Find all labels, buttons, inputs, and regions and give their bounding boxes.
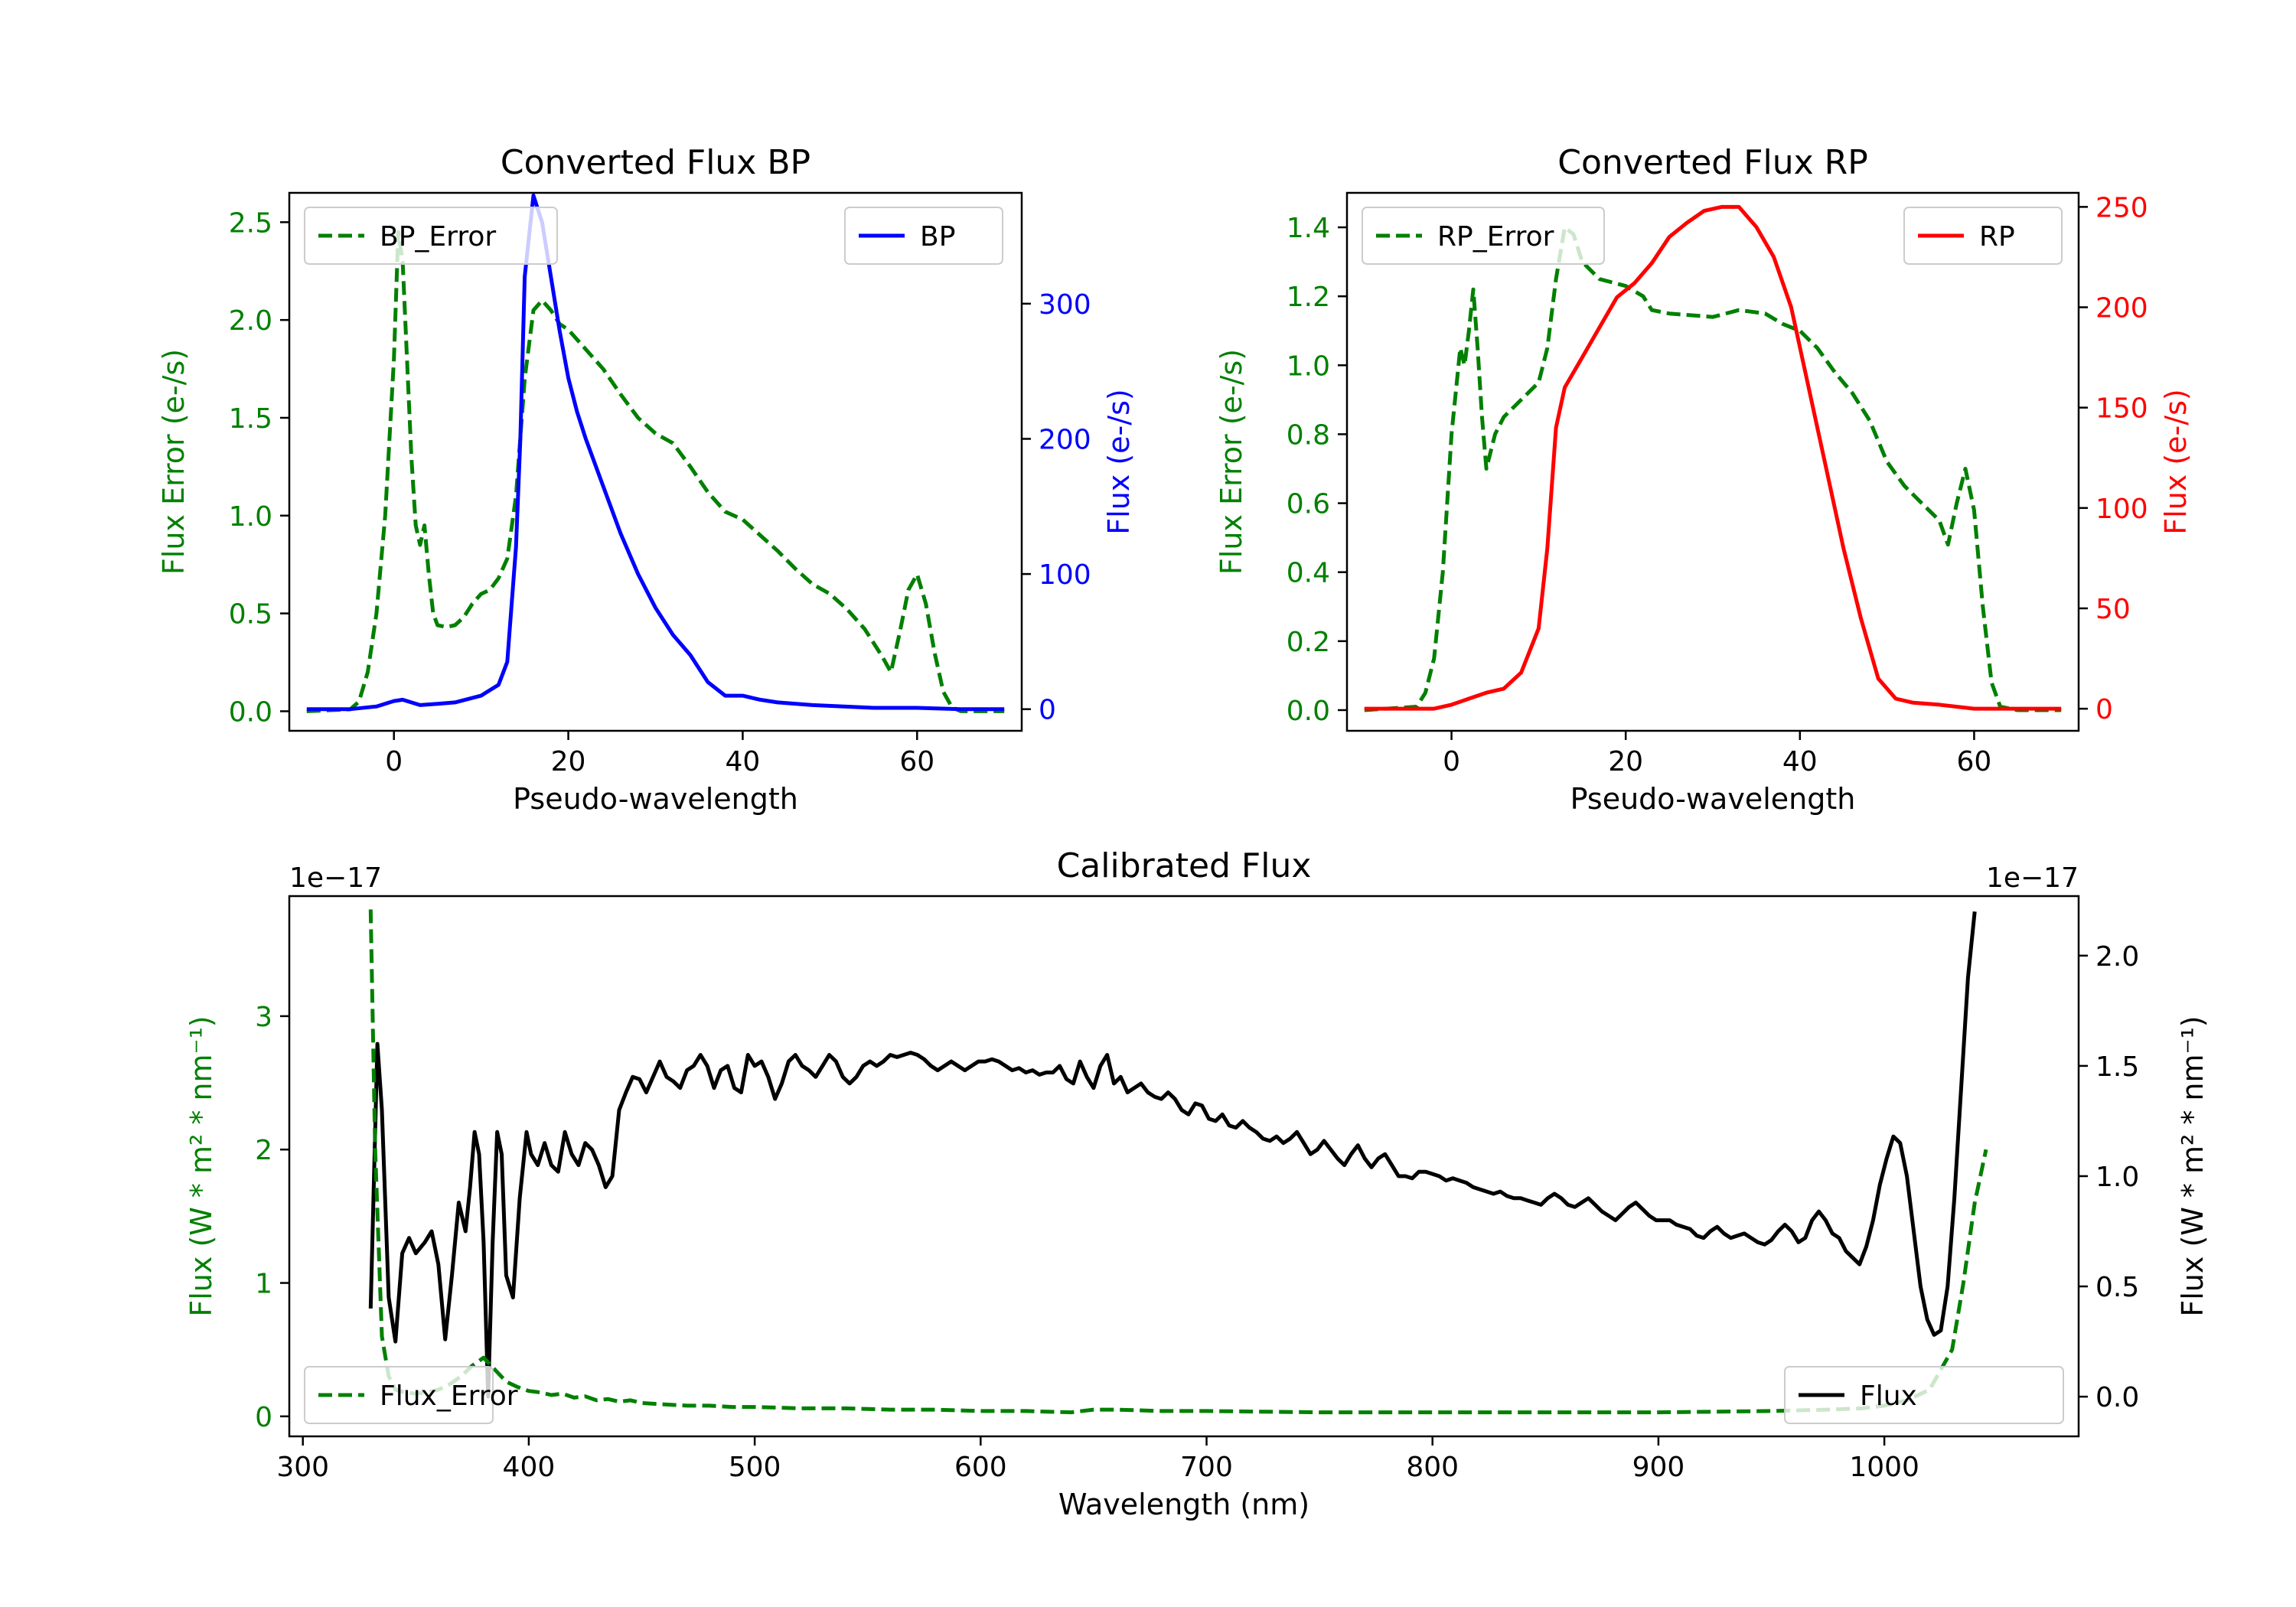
- y-right-axis-label: Flux (e-/s): [2159, 389, 2193, 534]
- y-right-tick-label: 0: [1039, 695, 1056, 726]
- y-right-axis-label: Flux (e-/s): [1102, 389, 1136, 534]
- legend-box: [844, 207, 1003, 265]
- y-right-tick-label: 100: [2095, 494, 2148, 525]
- x-tick-label: 60: [899, 746, 934, 777]
- x-tick-label: 800: [1406, 1452, 1459, 1483]
- y-right-tick-label: 0.5: [2095, 1272, 2139, 1303]
- y-left-tick-label: 0.0: [229, 696, 272, 728]
- x-tick-label: 700: [1180, 1452, 1233, 1483]
- x-tick-label: 400: [503, 1452, 556, 1483]
- y-left-tick-label: 1.4: [1287, 213, 1330, 244]
- legend-label: Flux_Error: [380, 1380, 518, 1412]
- legend-left: BP_Error: [304, 207, 558, 265]
- y-left-tick-label: 0.8: [1287, 419, 1330, 451]
- y-right-axis-label: Flux (W * m² * nm⁻¹): [2176, 1015, 2210, 1316]
- y-right-tick-label: 150: [2095, 393, 2148, 425]
- x-axis-label: Pseudo-wavelength: [513, 782, 798, 816]
- legend-right: Flux: [1784, 1366, 2064, 1424]
- axes-frame: [288, 895, 2080, 1438]
- legend-box: [304, 1366, 494, 1424]
- chart-1: 0 20 40 60 0.0 0.2 0.4 0.6 0.8 1.0 1.2 1.4 0 50 100 150…: [1215, 143, 2193, 816]
- axes-frame: [1345, 191, 2080, 732]
- y-left-axis-label: Flux Error (e-/s): [1215, 349, 1248, 575]
- series-line-rp-error: [1364, 225, 2062, 712]
- x-tick-label: 300: [276, 1452, 329, 1483]
- y-left-tick-label: 1.5: [229, 403, 272, 435]
- plot-area: [306, 194, 1005, 713]
- chart-title: Converted Flux RP: [1557, 143, 1868, 182]
- x-tick-label: 20: [1608, 746, 1643, 777]
- legend-label: BP: [920, 221, 955, 253]
- legend-label: RP: [1979, 221, 2015, 253]
- x-tick-label: 0: [385, 746, 403, 777]
- y-right-tick-label: 1.0: [2095, 1162, 2139, 1193]
- series-line-rp: [1364, 204, 2062, 711]
- y-right-tick-label: 1.5: [2095, 1051, 2139, 1083]
- y-left-tick-label: 0.6: [1287, 489, 1330, 520]
- x-tick-label: 900: [1632, 1452, 1685, 1483]
- legend-box: [1362, 207, 1605, 265]
- x-tick-label: 500: [729, 1452, 781, 1483]
- y-left-tick-label: 1.0: [1287, 350, 1330, 382]
- legend-label: RP_Error: [1437, 221, 1554, 253]
- y-left-offset-text: 1e−17: [289, 862, 382, 894]
- legend-left: Flux_Error: [304, 1366, 518, 1424]
- x-tick-label: 0: [1443, 746, 1460, 777]
- y-left-axis-label: Flux (W * m² * nm⁻¹): [184, 1015, 218, 1316]
- legend-right: RP: [1903, 207, 2063, 265]
- y-left-tick-label: 2: [255, 1135, 272, 1166]
- legend-box: [1784, 1366, 2064, 1424]
- chart-title: Calibrated Flux: [1057, 846, 1312, 885]
- legend-right: BP: [844, 207, 1003, 265]
- legend-label: BP_Error: [380, 221, 496, 253]
- y-right-tick-label: 100: [1039, 559, 1091, 591]
- x-tick-label: 60: [1957, 746, 1992, 777]
- x-axis-label: Pseudo-wavelength: [1570, 782, 1856, 816]
- series-line-bp-error: [306, 230, 1005, 713]
- y-left-tick-label: 2.5: [229, 207, 272, 239]
- y-left-tick-label: 1.2: [1287, 282, 1330, 313]
- x-tick-label: 1000: [1849, 1452, 1919, 1483]
- x-tick-label: 20: [551, 746, 586, 777]
- y-left-tick-label: 0.5: [229, 599, 272, 631]
- legend-left: RP_Error: [1362, 207, 1605, 265]
- y-right-offset-text: 1e−17: [1986, 862, 2079, 894]
- plot-area: [368, 909, 1988, 1415]
- y-left-tick-label: 3: [255, 1002, 272, 1033]
- chart-title: Converted Flux BP: [501, 143, 810, 182]
- x-tick-label: 40: [726, 746, 761, 777]
- x-axis-label: Wavelength (nm): [1058, 1488, 1309, 1521]
- x-tick-label: 600: [954, 1452, 1007, 1483]
- y-left-tick-label: 0: [255, 1402, 272, 1433]
- y-left-axis-label: Flux Error (e-/s): [157, 349, 191, 575]
- chart-2: 300 400 500 600 700 800 900 1000 0 1 2 3 0.0 0.5 1.0 1.…: [184, 846, 2210, 1521]
- y-right-tick-label: 0.0: [2095, 1382, 2139, 1413]
- y-right-tick-label: 50: [2095, 594, 2131, 625]
- y-left-tick-label: 0.0: [1287, 696, 1330, 727]
- axes-frame: [288, 191, 1023, 732]
- y-right-tick-label: 200: [2095, 293, 2148, 324]
- plot-area: [1364, 204, 2062, 712]
- chart-0: 0 20 40 60 0.0 0.5 1.0 1.5 2.0 2.5 0 100 200 300 Conve…: [157, 143, 1136, 816]
- x-tick-label: 40: [1782, 746, 1818, 777]
- legend-label: Flux: [1860, 1380, 1917, 1412]
- series-line-flux: [368, 911, 1977, 1399]
- y-right-tick-label: 250: [2095, 192, 2148, 223]
- y-left-tick-label: 0.4: [1287, 558, 1330, 589]
- y-left-tick-label: 1: [255, 1269, 272, 1300]
- legend-box: [1903, 207, 2063, 265]
- y-left-tick-label: 1.0: [229, 501, 272, 533]
- y-right-tick-label: 0: [2095, 694, 2113, 725]
- y-left-tick-label: 0.2: [1287, 627, 1330, 658]
- y-left-tick-label: 2.0: [229, 305, 272, 337]
- y-right-tick-label: 200: [1039, 424, 1091, 455]
- series-line-bp: [306, 194, 1005, 712]
- y-right-tick-label: 300: [1039, 289, 1091, 321]
- legend-box: [304, 207, 558, 265]
- y-right-tick-label: 2.0: [2095, 941, 2139, 973]
